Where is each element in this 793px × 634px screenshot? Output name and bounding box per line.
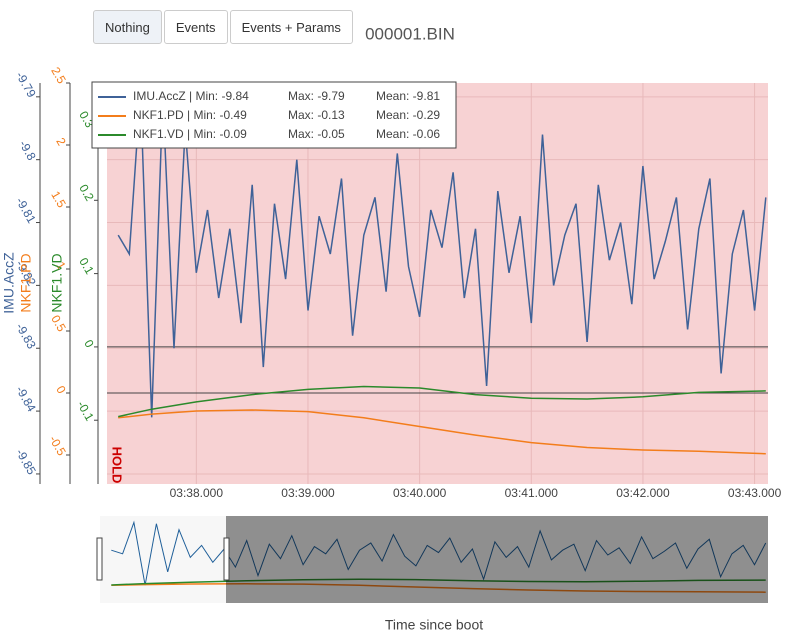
legend-text: NKF1.VD | Min: -0.09 xyxy=(133,127,247,141)
series-line xyxy=(118,409,766,455)
mode-button[interactable]: Events xyxy=(163,10,228,44)
mode-button[interactable]: Nothing xyxy=(93,10,162,44)
legend-text: IMU.AccZ | Min: -9.84 xyxy=(133,89,249,103)
slider-line xyxy=(111,583,766,593)
y-tick-label: 0.2 xyxy=(76,182,97,204)
chart-title: 000001.BIN xyxy=(365,24,455,43)
y-tick-label: 0.1 xyxy=(76,255,97,277)
y-tick-label: -9.81 xyxy=(13,195,39,226)
legend-text: Mean: -0.29 xyxy=(376,108,440,122)
legend-box xyxy=(91,81,457,149)
y-tick-label: 0 xyxy=(53,383,69,396)
legend-text: NKF1.PD | Min: -0.49 xyxy=(133,108,247,122)
slider-handle xyxy=(223,537,230,581)
y-tick-label: -0.1 xyxy=(74,398,97,423)
series-line xyxy=(117,90,767,418)
y-tick-label: 0.5 xyxy=(48,313,69,335)
y-tick-label: 0 xyxy=(81,337,97,350)
y-tick-label: -9.84 xyxy=(13,383,39,414)
y-tick-label: 2.5 xyxy=(48,65,69,87)
y-axis-title: NKF1.VD xyxy=(49,253,65,312)
slider-line xyxy=(111,520,767,586)
y-tick-label: 2 xyxy=(53,135,69,148)
y-tick-label: -0.5 xyxy=(46,433,69,458)
legend-text: Mean: -9.81 xyxy=(376,89,440,103)
y-tick-label: -9.83 xyxy=(13,321,39,352)
y-tick-label: -9.85 xyxy=(13,446,39,477)
y-axis-title: NKF1.PD xyxy=(18,253,34,312)
legend-text: Max: -0.13 xyxy=(288,108,345,122)
x-axis-label: Time since boot xyxy=(385,617,483,633)
x-tick-label: 03:43.000 xyxy=(728,486,782,500)
y-tick-label: -9.8 xyxy=(16,138,39,163)
slider-line xyxy=(111,578,766,586)
x-tick-label: 03:42.000 xyxy=(616,486,670,500)
x-tick-label: 03:40.000 xyxy=(393,486,447,500)
legend: IMU.AccZ | Min: -9.84 Max: -9.79 Mean: -9.… xyxy=(91,81,457,149)
x-tick-label: 03:38.000 xyxy=(170,486,224,500)
legend-text: Max: -9.79 xyxy=(288,89,345,103)
legend-text: Mean: -0.06 xyxy=(376,127,440,141)
x-tick-label: 03:41.000 xyxy=(505,486,559,500)
annotation: HOLD xyxy=(110,447,125,484)
mode-button[interactable]: Events + Params xyxy=(229,10,353,44)
legend-text: Max: -0.05 xyxy=(288,127,345,141)
button-group: Nothing Events Events + Params xyxy=(93,10,353,44)
series-line xyxy=(118,385,766,418)
y-axis-title: IMU.AccZ xyxy=(1,252,17,314)
x-tick-label: 03:39.000 xyxy=(281,486,335,500)
y-tick-label: 1.5 xyxy=(48,189,69,211)
y-tick-label: -9.79 xyxy=(13,69,39,100)
slider-mask xyxy=(226,516,768,603)
slider-handle xyxy=(96,537,103,581)
